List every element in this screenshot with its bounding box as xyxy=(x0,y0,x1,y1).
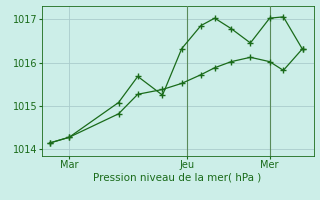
X-axis label: Pression niveau de la mer( hPa ): Pression niveau de la mer( hPa ) xyxy=(93,173,262,183)
